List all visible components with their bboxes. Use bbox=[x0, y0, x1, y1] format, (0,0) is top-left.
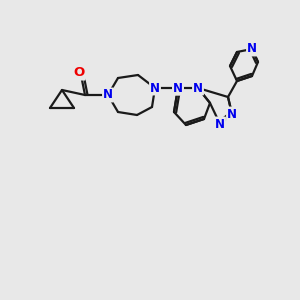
Text: N: N bbox=[173, 82, 183, 94]
Text: N: N bbox=[215, 118, 225, 130]
Text: N: N bbox=[173, 82, 183, 94]
Text: N: N bbox=[193, 82, 203, 94]
Text: N: N bbox=[103, 88, 113, 101]
Text: O: O bbox=[74, 67, 85, 80]
Text: N: N bbox=[150, 82, 160, 94]
Text: N: N bbox=[247, 43, 257, 56]
Text: N: N bbox=[227, 107, 237, 121]
